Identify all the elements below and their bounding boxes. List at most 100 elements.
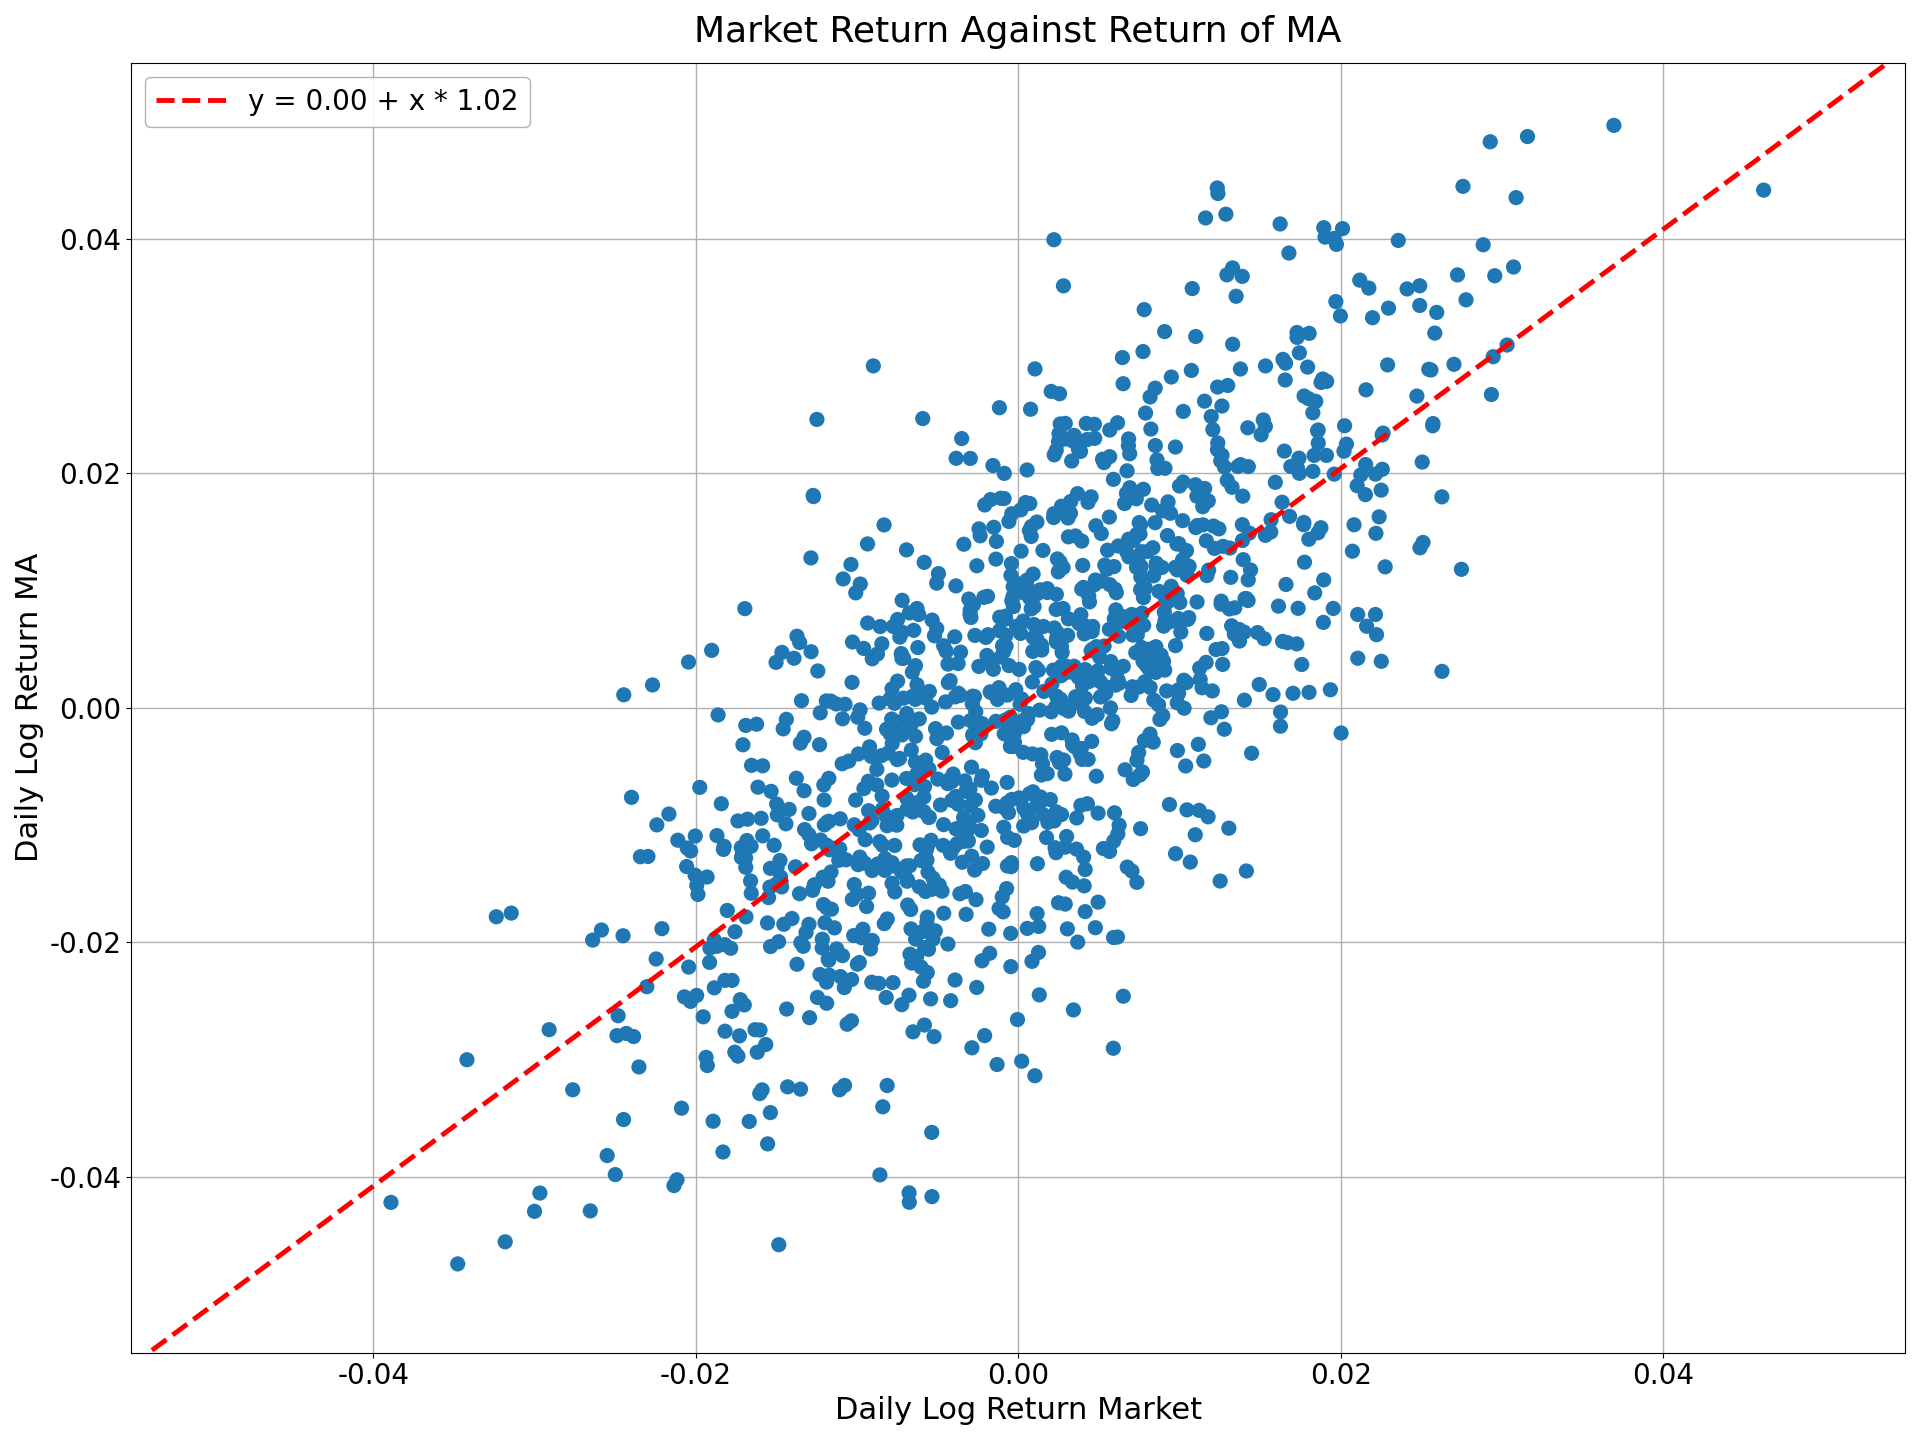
Point — [1050, 893, 1081, 916]
Point — [958, 723, 989, 746]
Point — [993, 720, 1023, 743]
Point — [480, 906, 511, 929]
Point — [908, 786, 939, 809]
Point — [1250, 415, 1281, 438]
Point — [866, 632, 897, 655]
Point — [1073, 590, 1104, 613]
Point — [998, 829, 1029, 852]
Point — [1188, 390, 1219, 413]
Point — [1139, 688, 1169, 711]
Point — [877, 677, 908, 700]
Point — [906, 850, 937, 873]
Point — [814, 949, 845, 972]
Point — [772, 708, 803, 732]
Point — [1037, 723, 1068, 746]
Point — [937, 763, 968, 786]
Point — [1125, 554, 1156, 577]
Point — [376, 1191, 407, 1214]
Point — [1284, 446, 1315, 469]
Point — [983, 897, 1014, 920]
Point — [956, 1037, 987, 1060]
Point — [1025, 743, 1056, 766]
Point — [1039, 444, 1069, 467]
Point — [1146, 556, 1177, 579]
Point — [814, 838, 845, 861]
Point — [812, 870, 843, 893]
Point — [895, 899, 925, 922]
Point — [927, 880, 958, 903]
Point — [1004, 786, 1035, 809]
Point — [995, 955, 1025, 978]
Point — [1085, 685, 1116, 708]
Point — [814, 809, 845, 832]
Point — [872, 814, 902, 837]
Point — [1152, 680, 1183, 703]
Point — [1300, 582, 1331, 605]
Point — [1288, 550, 1319, 573]
Point — [1146, 644, 1177, 667]
Point — [989, 462, 1020, 485]
Point — [908, 801, 939, 824]
Point — [891, 539, 922, 562]
Point — [1152, 491, 1183, 514]
Point — [1066, 691, 1096, 714]
Point — [1265, 700, 1296, 723]
Point — [1060, 736, 1091, 759]
Point — [1229, 588, 1260, 611]
Point — [918, 1025, 948, 1048]
Point — [1043, 891, 1073, 914]
Point — [1181, 516, 1212, 539]
Point — [1069, 700, 1100, 723]
Point — [1342, 474, 1373, 497]
Point — [808, 865, 839, 888]
Point — [891, 786, 922, 809]
Point — [1073, 670, 1104, 693]
Point — [1098, 608, 1129, 631]
Point — [1121, 609, 1152, 632]
Point — [766, 870, 797, 893]
Point — [864, 615, 895, 638]
Point — [1275, 505, 1306, 528]
Point — [1129, 298, 1160, 321]
Point — [1006, 710, 1037, 733]
Point — [1002, 1008, 1033, 1031]
Point — [703, 703, 733, 726]
Point — [753, 912, 783, 935]
Point — [1227, 528, 1258, 552]
Point — [760, 651, 791, 674]
Point — [1069, 874, 1100, 897]
Point — [956, 708, 987, 732]
Point — [1165, 590, 1196, 613]
Point — [1083, 660, 1114, 683]
Point — [755, 857, 785, 880]
Point — [1062, 806, 1092, 829]
Point — [912, 834, 943, 857]
Point — [1050, 835, 1081, 858]
Point — [1112, 855, 1142, 878]
Point — [1129, 670, 1160, 693]
Point — [1256, 508, 1286, 531]
Point — [1311, 370, 1342, 393]
Point — [764, 930, 795, 953]
Point — [1068, 576, 1098, 599]
Point — [1273, 242, 1304, 265]
Point — [904, 707, 935, 730]
Point — [1027, 539, 1058, 562]
Point — [948, 829, 979, 852]
Point — [918, 609, 948, 632]
Point — [1137, 494, 1167, 517]
Point — [845, 698, 876, 721]
Point — [1427, 485, 1457, 508]
Point — [760, 873, 791, 896]
Point — [1012, 802, 1043, 825]
Point — [970, 626, 1000, 649]
Point — [1039, 616, 1069, 639]
Point — [1102, 412, 1133, 435]
Point — [914, 806, 945, 829]
Point — [941, 685, 972, 708]
Point — [876, 707, 906, 730]
Point — [653, 802, 684, 825]
Point — [998, 734, 1029, 757]
Point — [1256, 520, 1286, 543]
Point — [708, 1140, 739, 1164]
